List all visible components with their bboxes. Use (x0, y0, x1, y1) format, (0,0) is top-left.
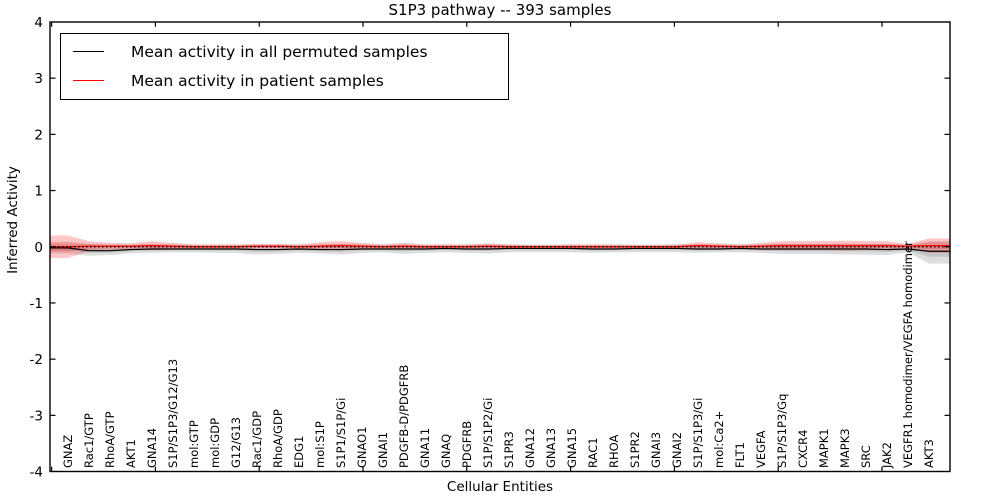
y-tick-label: 2 (34, 127, 43, 143)
x-entity-label: S1P/S1P3/Gq (775, 394, 789, 468)
x-entity-label: S1P/S1P2/Gi (481, 398, 495, 468)
legend-item-patient: Mean activity in patient samples (61, 66, 508, 95)
x-entity-label: JAK2 (880, 442, 894, 469)
x-entity-label: mol:Ca2+ (712, 411, 726, 468)
x-entity-label: GNAI1 (376, 432, 390, 468)
x-entity-label: S1P1/S1P/Gi (334, 398, 348, 468)
x-entity-label: GNA13 (544, 428, 558, 468)
x-entity-label: S1P/S1P3/Gi (691, 398, 705, 468)
x-entity-label: GNA12 (523, 428, 537, 468)
permuted-mean-line (50, 247, 950, 252)
x-entity-label: VEGFA (754, 430, 768, 468)
x-entity-label: EDG1 (292, 436, 306, 468)
x-entity-label: CXCR4 (796, 430, 810, 468)
x-entity-label: MAPK3 (838, 428, 852, 468)
x-entity-label: AKT1 (124, 439, 138, 468)
y-tick-label: 0 (34, 240, 43, 256)
x-entity-label: GNAZ (61, 435, 75, 468)
x-entity-label: S1PR3 (502, 431, 516, 468)
x-entity-label: S1PR2 (628, 431, 642, 468)
x-entity-label: RhoA/GTP (103, 411, 117, 468)
x-entity-label: RHOA (607, 435, 621, 468)
y-tick-label: -1 (30, 296, 43, 312)
x-entity-label: Rac1/GTP (82, 413, 96, 468)
x-entity-label: Rac1/GDP (250, 411, 264, 468)
x-entity-label: GNAI3 (649, 432, 663, 468)
y-tick-label: 3 (34, 71, 43, 87)
x-entity-label: PDGFB-D/PDGFRB (397, 365, 411, 468)
x-entity-label: mol:GDP (208, 418, 222, 468)
chart-title: S1P3 pathway -- 393 samples (388, 1, 612, 19)
y-tick-label: 4 (34, 15, 43, 31)
x-entity-label: VEGFR1 homodimer/VEGFA homodimer (901, 241, 915, 468)
x-entity-label: GNAO1 (355, 426, 369, 468)
legend-item-permuted: Mean activity in all permuted samples (61, 37, 508, 66)
x-entity-label: mol:GTP (187, 420, 201, 468)
y-tick-label: -2 (30, 352, 43, 368)
x-entity-label: GNAI2 (670, 432, 684, 468)
x-entity-label: G12/G13 (229, 417, 243, 468)
y-tick-label: 1 (34, 184, 43, 200)
y-tick-label: -4 (30, 465, 43, 481)
x-entity-label: mol:S1P (313, 421, 327, 468)
legend: Mean activity in all permuted samples Me… (60, 33, 509, 100)
y-tick-label: -3 (30, 408, 43, 424)
x-axis-label: Cellular Entities (446, 479, 554, 495)
x-entity-label: RhoA/GDP (271, 409, 285, 468)
x-entity-label: PDGFRB (460, 421, 474, 468)
x-entity-label: GNA14 (145, 428, 159, 468)
x-entity-label: S1P/S1P3/G12/G13 (166, 359, 180, 468)
legend-item-label: Mean activity in patient samples (131, 71, 384, 90)
x-entity-label: SRC (859, 445, 873, 468)
x-entity-label: GNAQ (439, 434, 453, 468)
y-axis-label: Inferred Activity (5, 166, 21, 274)
legend-item-label: Mean activity in all permuted samples (131, 42, 428, 61)
x-entity-label: RAC1 (586, 437, 600, 468)
x-entity-label: MAPK1 (817, 428, 831, 468)
x-entity-label: GNA11 (418, 428, 432, 468)
permuted-line-swatch (73, 51, 104, 52)
x-entity-label: AKT3 (922, 439, 936, 468)
patient-line-swatch (73, 80, 104, 81)
x-entity-label: FLT1 (733, 442, 747, 468)
x-entity-label: GNA15 (565, 428, 579, 468)
